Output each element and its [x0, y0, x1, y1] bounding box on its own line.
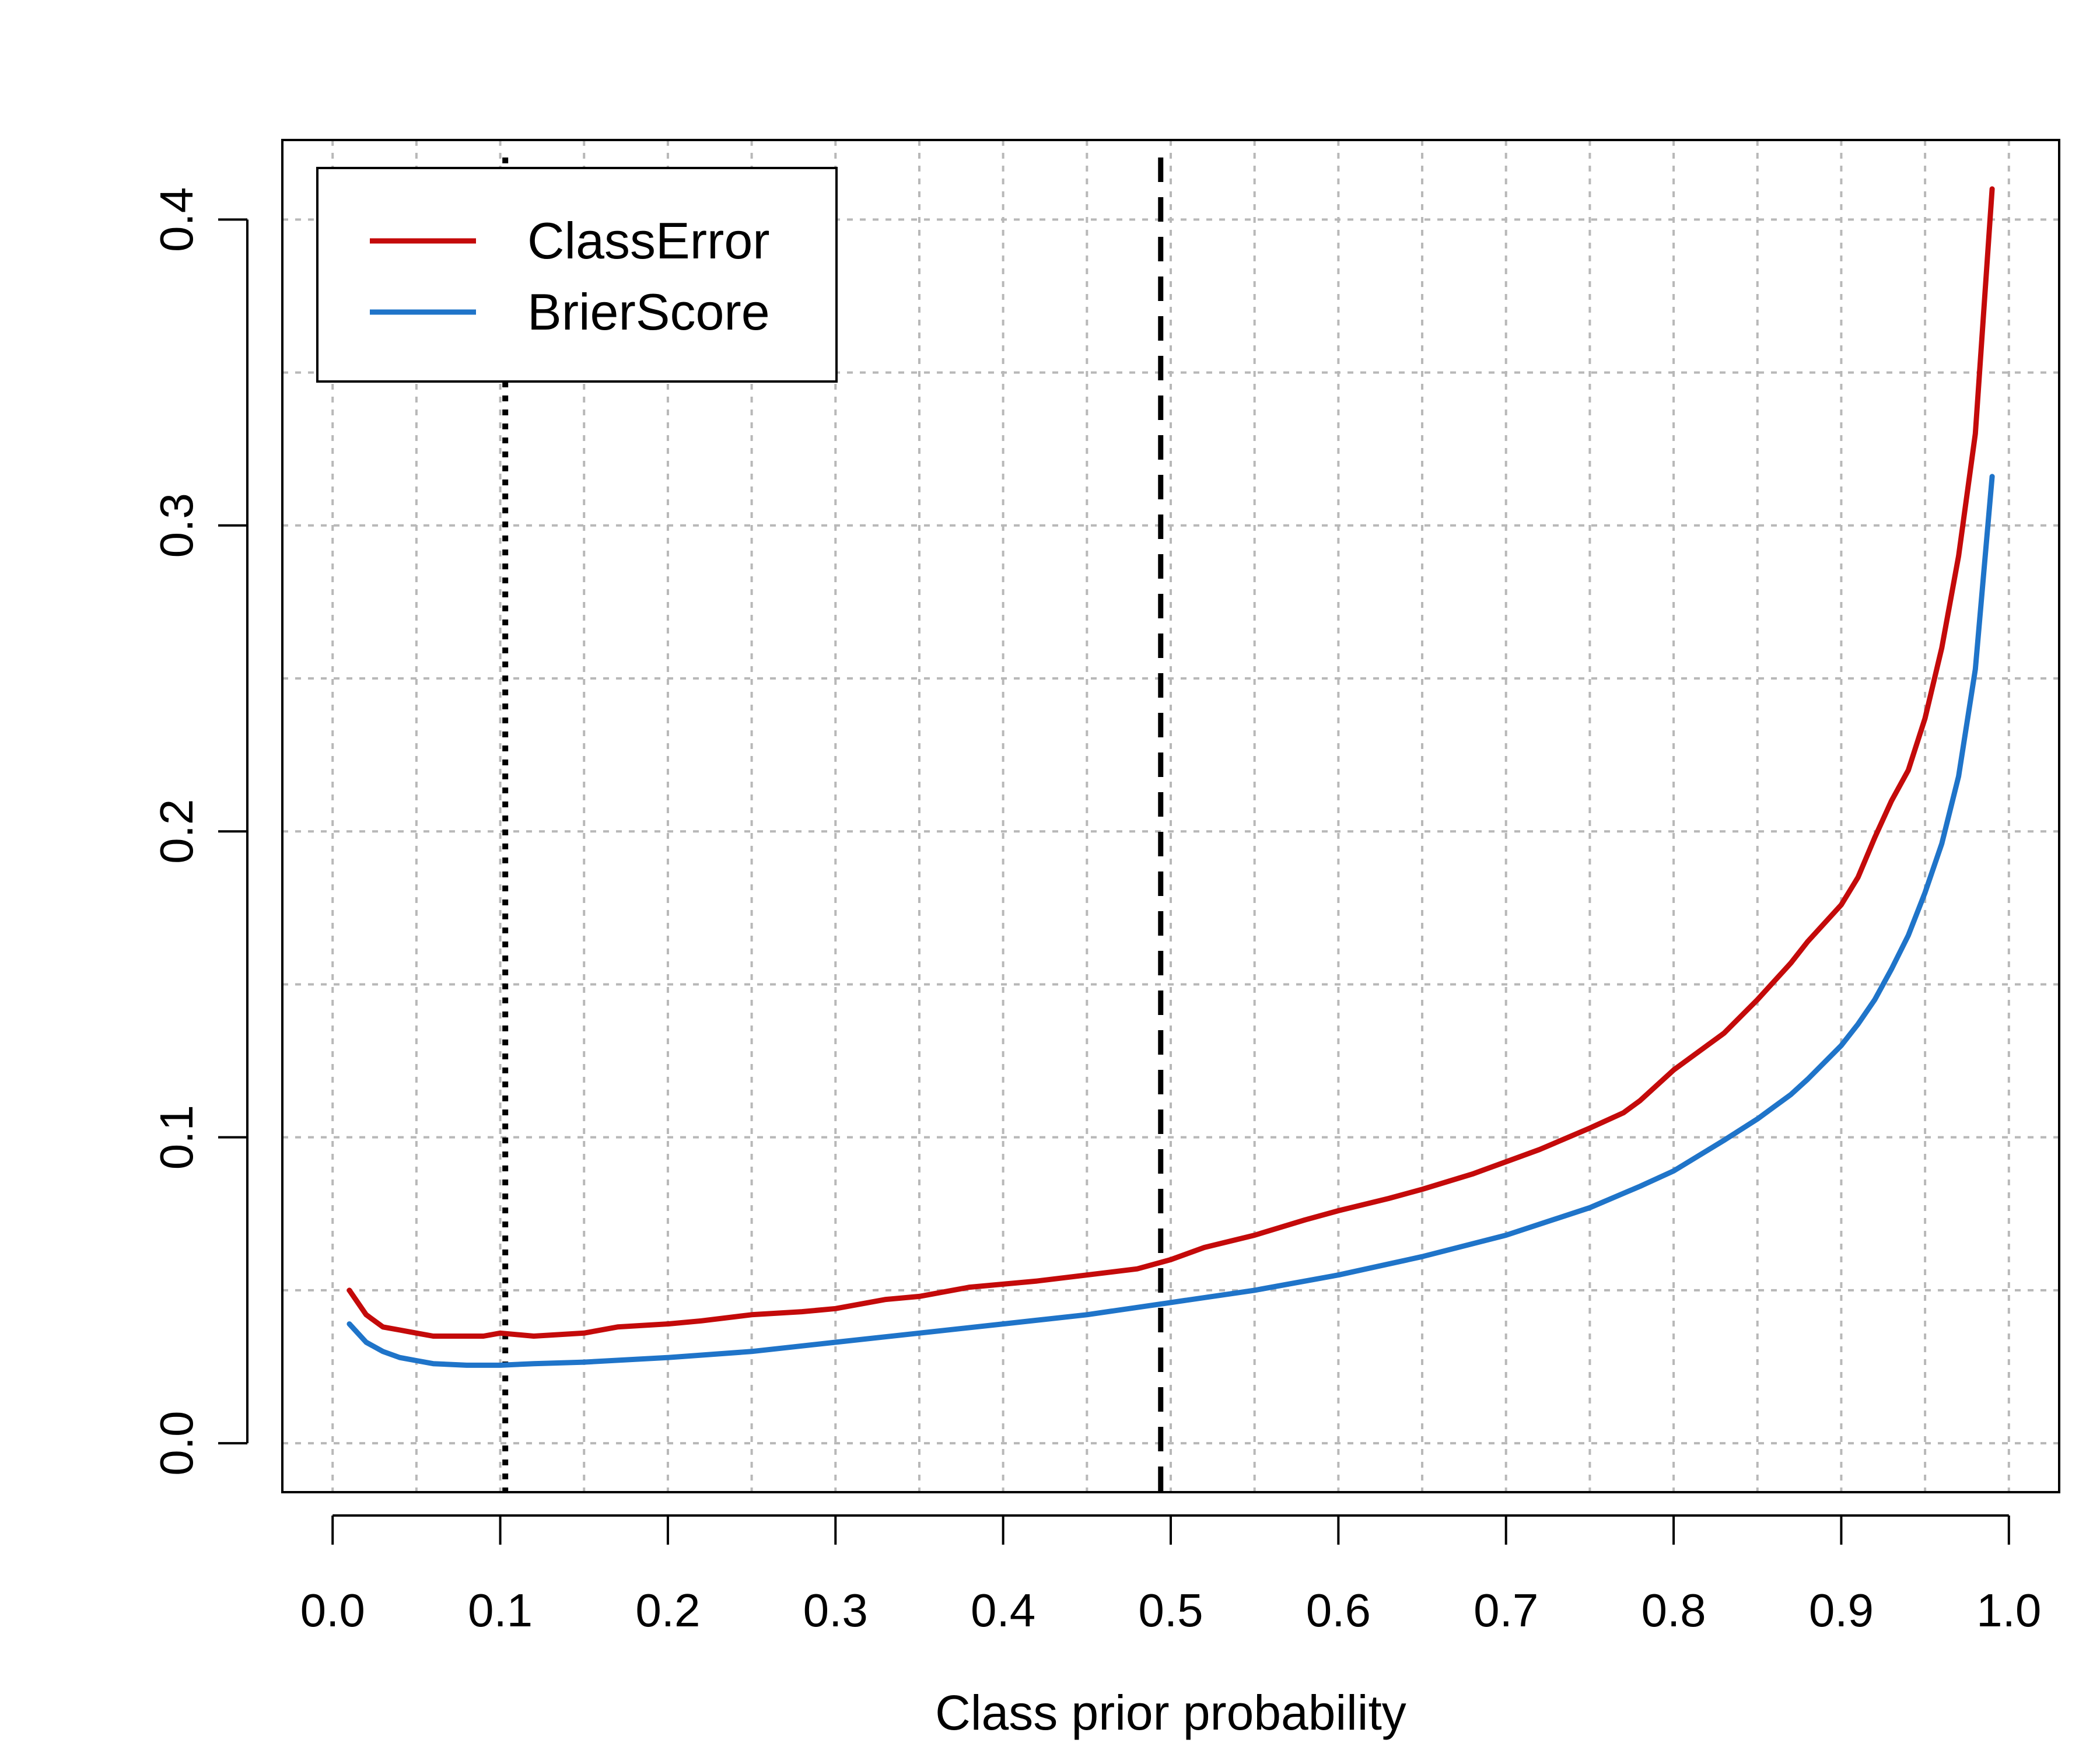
plot-frame [281, 139, 2060, 1493]
y-tick-label: 0.2 [150, 799, 202, 864]
x-tick-label: 0.1 [468, 1584, 533, 1636]
y-tick-label: 0.3 [150, 493, 202, 558]
series-line-classerror [346, 186, 1995, 1339]
legend-box [316, 167, 838, 383]
x-tick-label: 0.8 [1641, 1584, 1706, 1636]
x-tick-label: 0.6 [1306, 1584, 1371, 1636]
x-tick-label: 0.0 [300, 1584, 365, 1636]
legend-label-classerror: ClassError [527, 212, 770, 270]
y-axis: 0.0 0.1 0.2 0.3 0.4 [150, 187, 249, 1476]
x-tick-label: 0.5 [1138, 1584, 1203, 1636]
legend: ClassError BrierScore [316, 167, 838, 383]
legend-label-brierscore: BrierScore [527, 283, 770, 341]
series-lines [346, 186, 1995, 1368]
reference-lines [502, 158, 1164, 1492]
x-axis: 0.0 0.1 0.2 0.3 0.4 0.5 0.6 0.7 0.8 0.9 1.0 [300, 1514, 2041, 1636]
x-axis-title: Class prior probability [935, 1685, 1406, 1740]
series-line-brierscore [346, 474, 1995, 1368]
y-tick-label: 0.4 [150, 187, 202, 252]
x-tick-label: 0.2 [635, 1584, 700, 1636]
x-tick-label: 0.4 [971, 1584, 1035, 1636]
y-tick-label: 0.1 [150, 1105, 202, 1170]
x-tick-label: 0.9 [1809, 1584, 1874, 1636]
x-tick-label: 0.3 [803, 1584, 868, 1636]
y-tick-label: 0.0 [150, 1410, 202, 1475]
x-tick-label: 1.0 [1976, 1584, 2041, 1636]
x-tick-label: 0.7 [1474, 1584, 1538, 1636]
grid [282, 140, 2059, 1492]
